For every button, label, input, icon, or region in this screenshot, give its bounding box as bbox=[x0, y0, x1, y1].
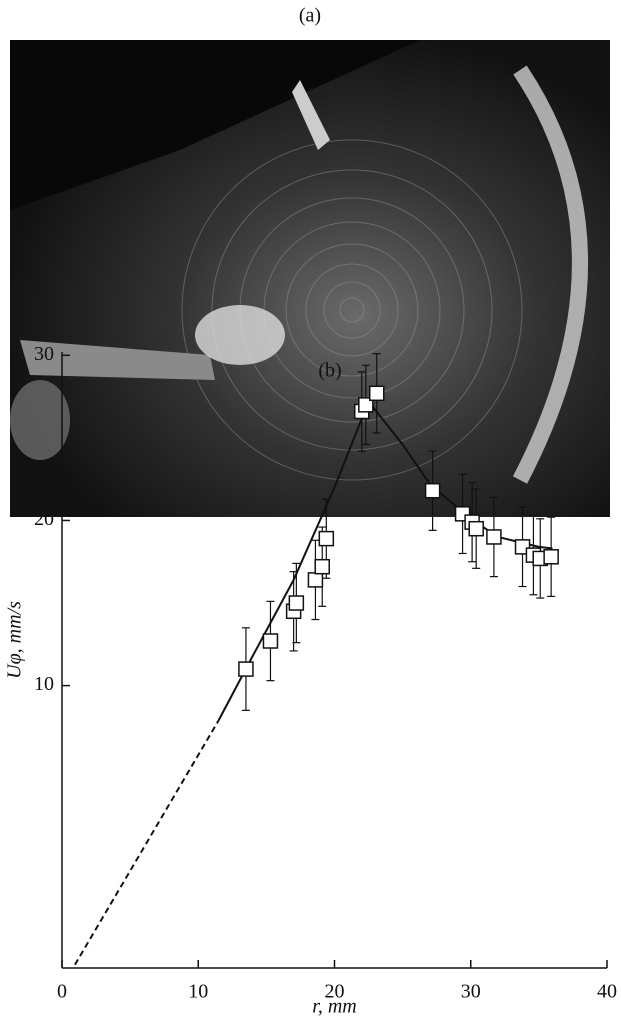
y-axis-label: Uφ, mm/s bbox=[4, 601, 26, 679]
data-point bbox=[358, 397, 374, 413]
x-tick-label: 40 bbox=[597, 981, 617, 1003]
y-tick-label: 30 bbox=[34, 343, 54, 365]
fit-curve bbox=[217, 399, 553, 721]
x-tick-label: 10 bbox=[188, 981, 208, 1003]
data-point bbox=[543, 549, 559, 565]
data-point bbox=[238, 661, 254, 677]
extrapolation-line bbox=[74, 719, 220, 966]
photo bbox=[10, 40, 610, 517]
panel-label: (b) bbox=[318, 360, 341, 382]
y-tick-label: 10 bbox=[34, 673, 54, 695]
data-point bbox=[468, 520, 484, 537]
chart: (b) 0 10 20 30 40 10 20 30 r, mm Uφ, mm/s bbox=[4, 343, 617, 1018]
panel-label: (a) bbox=[299, 5, 321, 27]
y-tick-label: 20 bbox=[34, 508, 54, 530]
x-tick-label: 0 bbox=[57, 981, 67, 1003]
data-point bbox=[307, 572, 324, 588]
x-tick-label: 30 bbox=[461, 981, 481, 1003]
data-point bbox=[368, 385, 385, 402]
data-point bbox=[318, 530, 335, 547]
x-axis-label: r, mm bbox=[312, 996, 356, 1018]
data-point bbox=[314, 558, 330, 575]
data-point bbox=[486, 529, 502, 545]
data-point bbox=[424, 482, 441, 499]
x-tick-label: 20 bbox=[325, 981, 345, 1003]
data-point bbox=[288, 595, 305, 611]
data-point bbox=[262, 633, 279, 649]
